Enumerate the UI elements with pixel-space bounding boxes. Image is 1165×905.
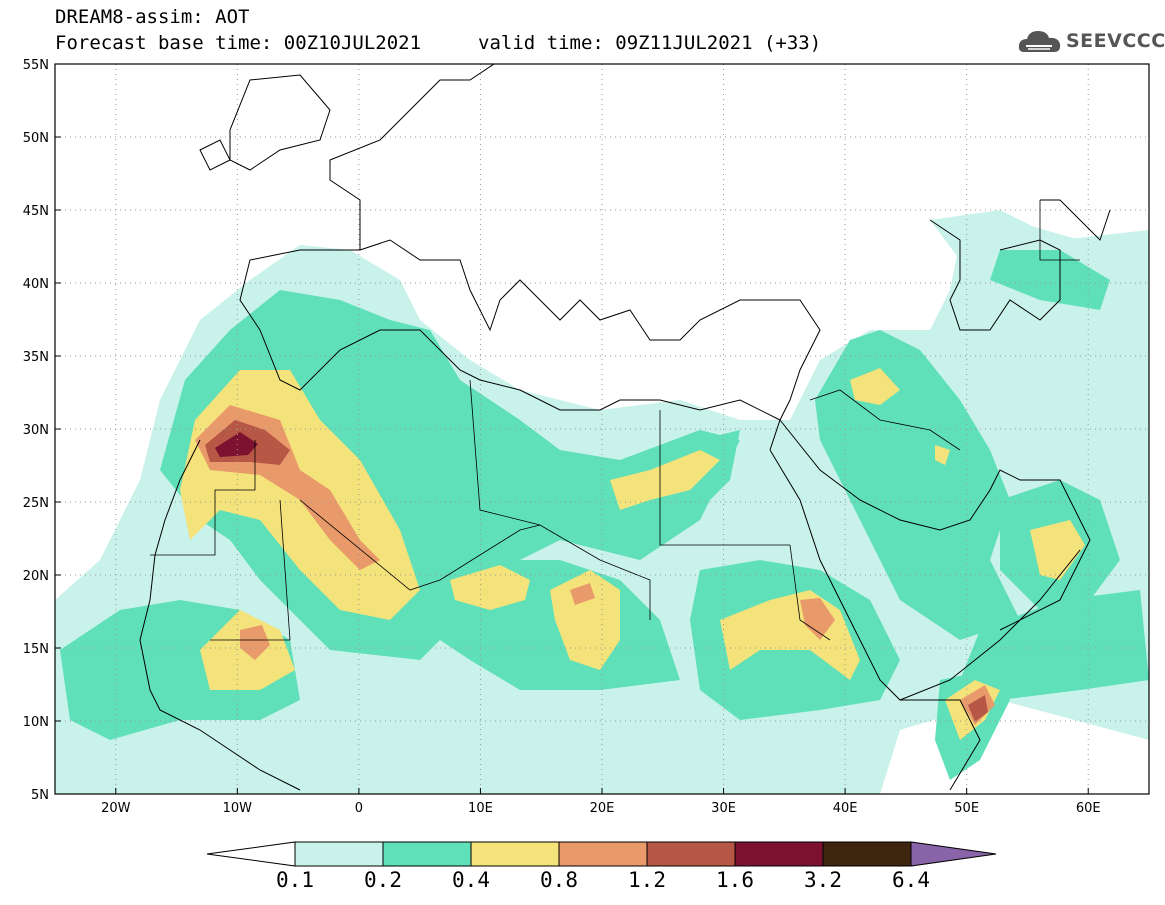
lon-label: 40E [833, 801, 858, 816]
colorbar-swatch [470, 841, 560, 867]
lon-label: 50E [954, 801, 979, 816]
valid-time: valid time: 09Z11JUL2021 (+33) [478, 32, 822, 54]
colorbar-label: 6.4 [892, 868, 930, 892]
latitude-labels: 55N 50N 45N 40N 35N 30N 25N 20N 15N 10N 5N [23, 58, 61, 803]
lat-label: 25N [23, 496, 49, 511]
lon-label: 30E [711, 801, 736, 816]
lat-label: 5N [31, 788, 49, 803]
lat-label: 20N [23, 569, 49, 584]
lat-label: 15N [23, 642, 49, 657]
lat-label: 10N [23, 715, 49, 730]
country-borders [150, 200, 1080, 641]
colorbar-swatch [646, 841, 736, 867]
logo-text: SEEVCCC [1066, 30, 1165, 52]
forecast-base-time: Forecast base time: 00Z10JUL2021 [55, 32, 422, 54]
colorbar-label: 1.6 [716, 868, 754, 892]
longitude-labels: 20W 10W 0 10E 20E 30E 40E 50E 60E [101, 788, 1101, 816]
coastlines [139, 64, 1111, 791]
colorbar-swatch [382, 841, 472, 867]
aot-band-maroon [215, 432, 258, 457]
colorbar-swatch [294, 841, 384, 867]
colorbar-high-arrow [910, 841, 997, 867]
colorbar-label: 3.2 [804, 868, 842, 892]
lon-label: 60E [1076, 801, 1101, 816]
colorbar-swatch [558, 841, 648, 867]
lon-label: 10E [468, 801, 493, 816]
lon-label: 0 [355, 801, 363, 816]
lat-label: 55N [23, 58, 49, 73]
lon-label: 20W [101, 801, 131, 816]
map-grid [55, 64, 1149, 794]
aot-contours [55, 210, 1149, 794]
colorbar-label: 0.1 [276, 868, 314, 892]
lat-label: 35N [23, 350, 49, 365]
colorbar-label: 0.8 [540, 868, 578, 892]
lat-label: 40N [23, 277, 49, 292]
lon-label: 10W [223, 801, 253, 816]
lat-label: 45N [23, 204, 49, 219]
colorbar-swatch [734, 841, 824, 867]
lat-label: 30N [23, 423, 49, 438]
colorbar-low-arrow [206, 841, 296, 867]
lon-label: 20E [590, 801, 615, 816]
colorbar-label: 1.2 [628, 868, 666, 892]
map-title: DREAM8-assim: AOT [55, 6, 250, 28]
colorbar-label: 0.4 [452, 868, 490, 892]
colorbar-label: 0.2 [364, 868, 402, 892]
cloud-icon [1018, 31, 1061, 52]
lat-label: 50N [23, 131, 49, 146]
seevccc-logo: SEEVCCC [1016, 24, 1165, 58]
colorbar-swatch [822, 841, 912, 867]
